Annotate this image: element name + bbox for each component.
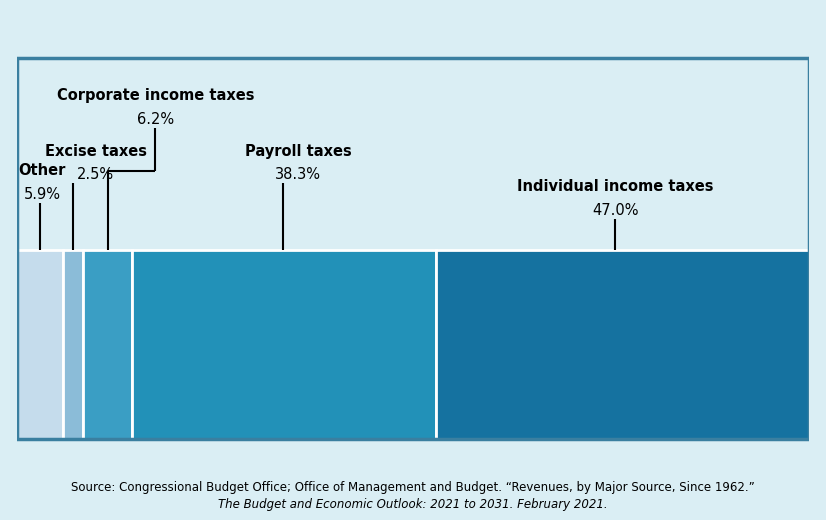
Text: Corporate income taxes: Corporate income taxes [56, 88, 254, 103]
Text: The Budget and Economic Outlook: 2021 to 2031. February 2021.: The Budget and Economic Outlook: 2021 to… [218, 498, 608, 511]
Text: Payroll taxes: Payroll taxes [244, 144, 351, 159]
Bar [132, 250, 436, 439]
Text: Source: Congressional Budget Office; Office of Management and Budget. “Revenues,: Source: Congressional Budget Office; Off… [71, 482, 755, 494]
Bar [17, 250, 64, 439]
Bar [64, 250, 83, 439]
Text: 2.5%: 2.5% [78, 167, 114, 183]
Text: Individual income taxes: Individual income taxes [517, 179, 714, 194]
Bar [83, 250, 132, 439]
Text: 47.0%: 47.0% [592, 203, 638, 218]
Text: Excise taxes: Excise taxes [45, 144, 147, 159]
Text: Other: Other [18, 163, 65, 178]
Bar [436, 250, 809, 439]
Text: 38.3%: 38.3% [275, 167, 321, 183]
Text: 5.9%: 5.9% [23, 187, 60, 202]
Text: 6.2%: 6.2% [137, 112, 173, 127]
